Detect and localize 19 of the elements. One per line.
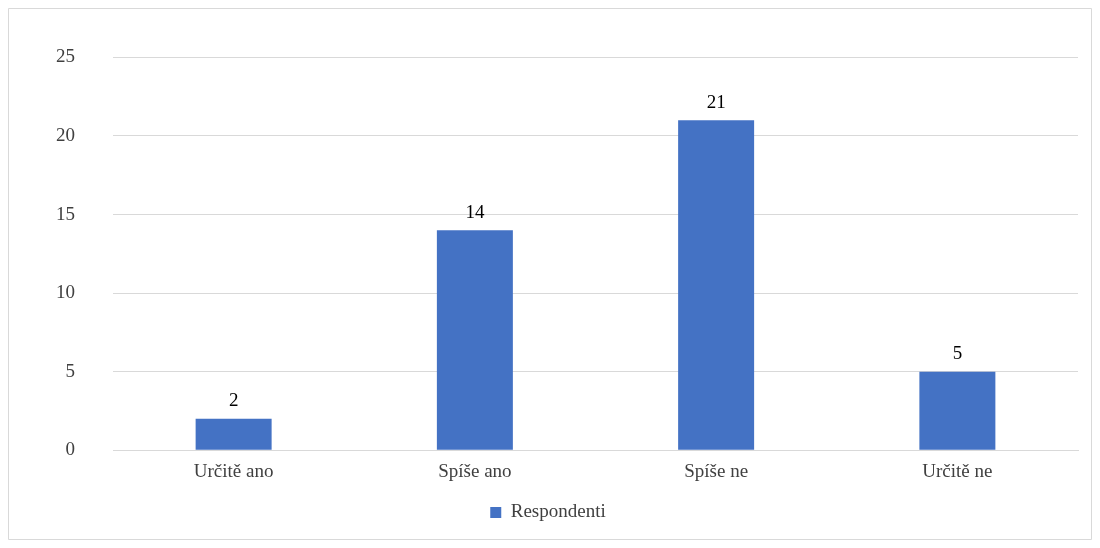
legend-label: Respondenti	[510, 500, 606, 522]
y-tick-label: 5	[65, 359, 75, 381]
x-tick-label: Spíše ne	[684, 459, 749, 481]
data-label: 5	[952, 342, 963, 364]
data-label: 21	[706, 90, 726, 112]
y-tick-label: 25	[56, 45, 75, 67]
x-tick-label: Spíše ano	[438, 459, 512, 481]
y-tick-label: 20	[56, 123, 75, 145]
y-tick-label: 10	[56, 281, 75, 303]
data-label: 2	[228, 389, 239, 411]
bar	[919, 371, 996, 450]
bar	[436, 230, 513, 450]
x-tick-label: Určitě ne	[922, 459, 993, 481]
bar	[678, 120, 755, 450]
bar	[195, 418, 272, 450]
x-tick-label: Určitě ano	[193, 459, 274, 481]
y-tick-label: 15	[56, 202, 75, 224]
data-label: 14	[465, 200, 485, 222]
y-tick-label: 0	[65, 438, 75, 460]
